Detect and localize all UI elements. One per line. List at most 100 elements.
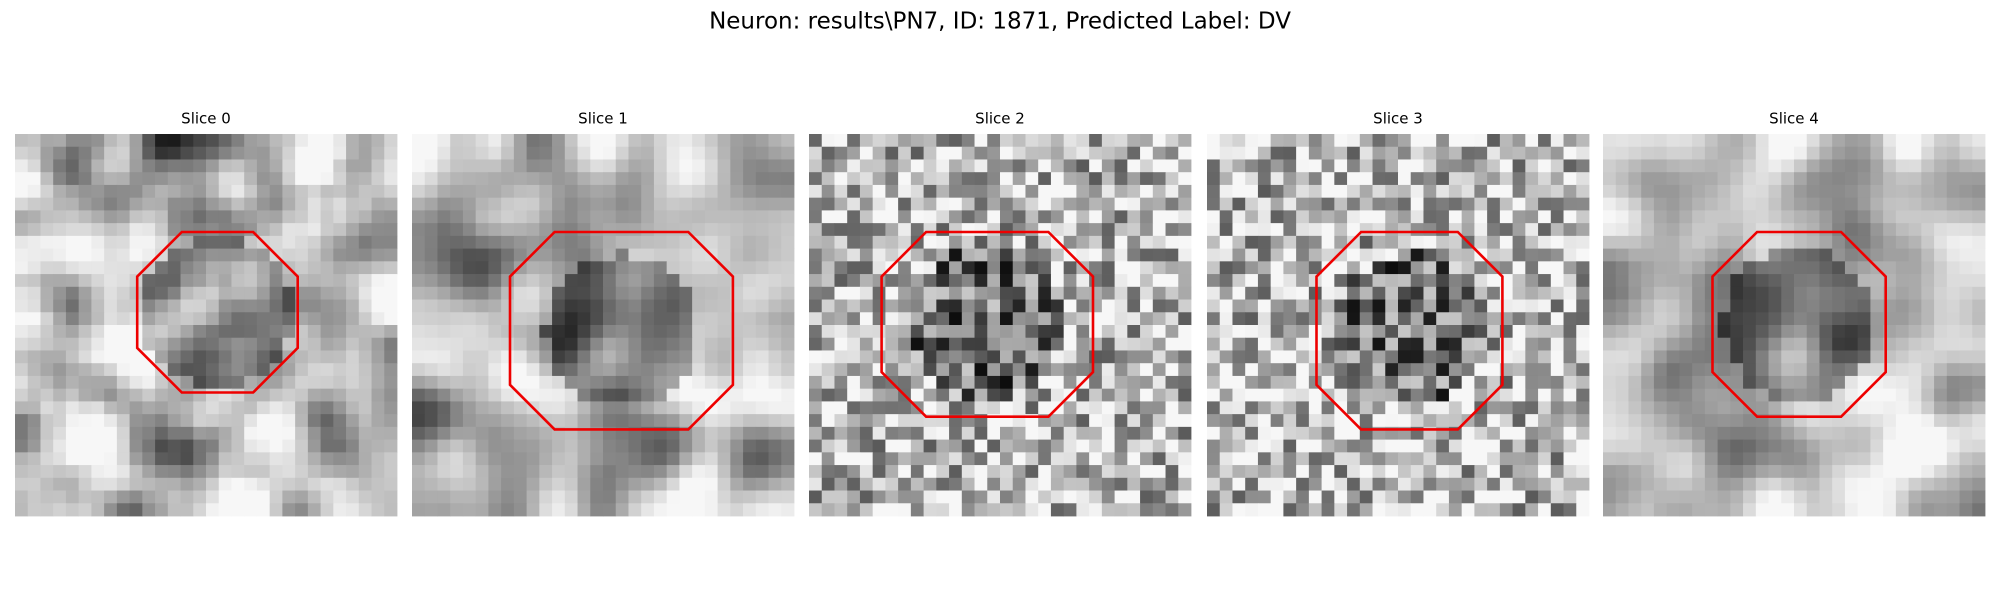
pixel	[1076, 134, 1090, 148]
pixel	[809, 325, 823, 339]
pixel	[1895, 134, 1909, 148]
pixel	[704, 146, 718, 160]
pixel	[603, 452, 617, 466]
pixel	[346, 439, 360, 453]
pixel	[91, 414, 105, 428]
pixel	[78, 477, 92, 491]
pixel	[1423, 477, 1437, 491]
pixel	[987, 159, 1001, 173]
pixel	[1679, 503, 1693, 517]
pixel	[155, 426, 169, 440]
pixel	[1474, 210, 1488, 224]
pixel	[104, 184, 118, 199]
pixel	[1448, 465, 1463, 479]
pixel	[768, 223, 782, 237]
pixel	[1178, 299, 1192, 313]
pixel	[1653, 452, 1668, 466]
pixel	[320, 248, 334, 262]
pixel	[704, 375, 718, 390]
pixel	[552, 286, 566, 300]
pixel	[821, 286, 835, 300]
pixel	[1347, 159, 1361, 173]
pixel	[116, 159, 130, 173]
pixel	[936, 465, 950, 479]
pixel	[679, 172, 693, 186]
pixel	[244, 452, 258, 466]
pixel	[961, 439, 975, 453]
pixel	[768, 146, 782, 160]
pixel	[282, 426, 296, 440]
pixel	[218, 350, 232, 364]
pixel	[768, 363, 782, 377]
pixel	[872, 465, 886, 479]
pixel	[768, 184, 782, 199]
pixel	[1448, 337, 1463, 351]
pixel	[1232, 210, 1246, 224]
pixel	[1448, 363, 1463, 377]
pixel	[1178, 248, 1192, 262]
pixel	[961, 184, 975, 199]
pixel	[898, 350, 912, 364]
pixel	[1857, 490, 1871, 504]
pixel	[1717, 146, 1731, 160]
pixel	[1730, 197, 1744, 211]
pixel	[91, 426, 105, 440]
pixel	[1436, 210, 1450, 224]
pixel	[1755, 172, 1769, 186]
pixel	[1666, 465, 1680, 479]
pixel	[1461, 261, 1475, 275]
pixel	[755, 477, 769, 491]
pixel	[1895, 261, 1909, 275]
pixel	[1870, 197, 1884, 211]
pixel	[1270, 375, 1284, 390]
pixel	[1025, 439, 1039, 453]
pixel	[1270, 235, 1284, 249]
pixel	[501, 388, 515, 402]
pixel	[1844, 184, 1859, 199]
pixel	[1063, 159, 1077, 173]
pixel	[1423, 388, 1437, 402]
pixel	[15, 465, 29, 479]
pixel	[577, 414, 591, 428]
pixel	[1615, 299, 1629, 313]
pixel	[653, 134, 668, 148]
pixel	[1641, 325, 1655, 339]
pixel	[1679, 146, 1693, 160]
pixel	[27, 350, 41, 364]
pixel	[1525, 503, 1539, 517]
pixel	[513, 286, 527, 300]
pixel	[244, 261, 258, 275]
pixel	[412, 325, 426, 339]
pixel	[1270, 274, 1284, 288]
pixel	[847, 375, 861, 390]
pixel	[371, 490, 385, 504]
pixel	[743, 325, 757, 339]
pixel	[1832, 261, 1846, 275]
pixel	[1512, 503, 1526, 517]
pixel	[40, 350, 54, 364]
pixel	[1114, 261, 1128, 275]
pixel	[358, 210, 372, 224]
pixel	[755, 210, 769, 224]
pixel	[1934, 223, 1948, 237]
pixel	[244, 375, 258, 390]
pixel	[743, 261, 757, 275]
pixel	[1140, 452, 1154, 466]
pixel	[910, 363, 924, 377]
pixel	[653, 159, 668, 173]
pixel	[1245, 223, 1259, 237]
pixel	[987, 248, 1001, 262]
pixel	[834, 350, 848, 364]
pixel	[1347, 337, 1361, 351]
pixel	[424, 325, 438, 339]
pixel	[462, 312, 477, 326]
pixel	[1730, 426, 1744, 440]
pixel	[1895, 439, 1909, 453]
pixel	[91, 261, 105, 275]
pixel	[1525, 235, 1539, 249]
pixel	[282, 299, 296, 313]
pixel	[1883, 375, 1897, 390]
pixel	[1487, 312, 1501, 326]
pixel	[1704, 146, 1718, 160]
pixel	[450, 197, 464, 211]
